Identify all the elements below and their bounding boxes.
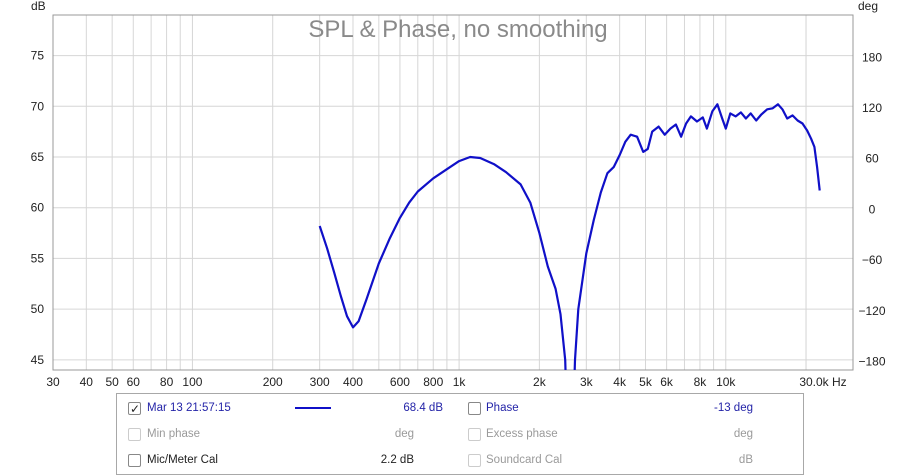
- spl-phase-chart: 30 40 50 60 80 100 200 300 400 600 800 1k 2k 3k 4k 5k 6k…: [31, 0, 886, 389]
- y2-tick-label: 180: [862, 50, 882, 64]
- x-tick-label: 80: [160, 375, 174, 389]
- y-tick-label: 75: [31, 49, 45, 63]
- series-visible-checkbox[interactable]: ✓: [128, 402, 141, 416]
- x-tick-label: 6k: [660, 375, 674, 389]
- checkmark-icon: ✓: [130, 402, 141, 416]
- phase-value: -13 deg: [713, 402, 753, 414]
- x-tick-label: 4k: [613, 375, 627, 389]
- y-tick-label: 65: [31, 150, 45, 164]
- phase-checkbox[interactable]: [468, 402, 481, 415]
- mic-cal-checkbox[interactable]: [128, 454, 141, 467]
- y2-axis-ticks: −180 −120 −60 0 60 120 180: [858, 50, 885, 368]
- x-tick-label: 400: [343, 375, 363, 389]
- y-tick-label: 60: [31, 201, 45, 215]
- chart-title: SPL & Phase, no smoothing: [308, 16, 607, 43]
- x-tick-label: 600: [390, 375, 410, 389]
- x-tick-label: 300: [310, 375, 330, 389]
- x-tick-label: 100: [182, 375, 202, 389]
- y2-tick-label: −120: [858, 304, 885, 318]
- series-swatch: [295, 407, 331, 409]
- min-phase-unit: deg: [394, 428, 414, 440]
- x-tick-label: 60: [127, 375, 141, 389]
- x-tick-label: 10k: [716, 375, 736, 389]
- x-tick-label: 200: [263, 375, 283, 389]
- soundcard-cal-checkbox[interactable]: [468, 454, 481, 467]
- series-name: Mar 13 21:57:15: [147, 402, 231, 414]
- y2-tick-label: 120: [862, 101, 882, 115]
- excess-phase-checkbox[interactable]: [468, 428, 481, 441]
- legend-row-phase-options: Min phase deg Excess phase deg: [117, 423, 803, 445]
- x-tick-label: 1k: [453, 375, 467, 389]
- x-axis-ticks: 30 40 50 60 80 100 200 300 400 600 800 1k 2k 3k 4k 5k 6k…: [46, 375, 846, 389]
- min-phase-label: Min phase: [147, 428, 201, 440]
- grid-lines: [53, 15, 853, 370]
- x-tick-label: 2k: [533, 375, 547, 389]
- x-tick-label: 800: [423, 375, 443, 389]
- y-tick-label: 70: [31, 99, 45, 113]
- y-axis-label: dB: [31, 0, 46, 13]
- legend-row-measurement: ✓ Mar 13 21:57:15 68.4 dB Phase -13 deg: [117, 397, 803, 419]
- y-axis-ticks: 45 50 55 60 65 70 75: [31, 49, 45, 367]
- y2-tick-label: 0: [869, 202, 876, 216]
- spl-series-line: [318, 103, 821, 370]
- x-tick-label: 50: [105, 375, 119, 389]
- mic-cal-label: Mic/Meter Cal: [147, 454, 218, 466]
- x-tick-label: 5k: [639, 375, 653, 389]
- series-value: 68.4 dB: [403, 402, 443, 414]
- min-phase-checkbox[interactable]: [128, 428, 141, 441]
- y-tick-label: 45: [31, 353, 45, 367]
- y2-tick-label: −180: [858, 355, 885, 369]
- y2-axis-label: deg: [858, 0, 878, 13]
- phase-label: Phase: [486, 402, 519, 414]
- x-tick-label: 30.0k Hz: [799, 375, 846, 389]
- mic-cal-value: 2.2 dB: [380, 454, 414, 466]
- x-tick-label: 40: [80, 375, 94, 389]
- soundcard-cal-label: Soundcard Cal: [486, 454, 563, 466]
- legend-panel: ✓ Mar 13 21:57:15 68.4 dB Phase -13 deg …: [116, 393, 804, 475]
- x-tick-label: 8k: [694, 375, 708, 389]
- y2-tick-label: −60: [862, 253, 883, 267]
- excess-phase-label: Excess phase: [486, 428, 558, 440]
- x-tick-label: 3k: [580, 375, 594, 389]
- soundcard-cal-unit: dB: [738, 454, 753, 466]
- plot-frame: [52, 14, 854, 371]
- y2-tick-label: 60: [865, 152, 879, 166]
- y-tick-label: 50: [31, 302, 45, 316]
- excess-phase-unit: deg: [733, 428, 753, 440]
- x-tick-label: 30: [46, 375, 60, 389]
- series-group: [318, 103, 821, 370]
- y-tick-label: 55: [31, 251, 45, 265]
- legend-row-calibration: Mic/Meter Cal 2.2 dB Soundcard Cal dB: [117, 449, 803, 471]
